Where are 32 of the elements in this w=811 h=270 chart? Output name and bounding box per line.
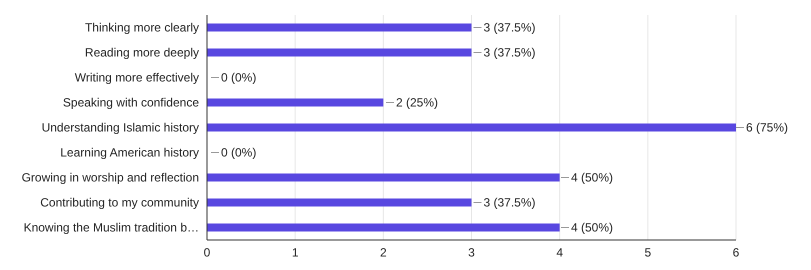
y-tick-label: Thinking more clearly (84, 20, 199, 34)
y-tick-label: Writing more effectively (74, 70, 199, 84)
data-label: 3 (37.5%) (484, 20, 536, 34)
y-tick-label: Understanding Islamic history (42, 120, 199, 134)
data-label: 4 (50%) (571, 220, 614, 234)
bar (207, 24, 472, 32)
y-tick-label: Knowing the Muslim tradition b… (24, 220, 199, 234)
x-tick-label: 5 (644, 246, 652, 260)
data-label: 0 (0%) (221, 146, 256, 160)
bar (207, 174, 560, 182)
y-tick-label: Growing in worship and reflection (22, 170, 199, 184)
y-tick-label: Reading more deeply (84, 46, 199, 60)
bar (207, 124, 736, 132)
data-label: 6 (75%) (746, 120, 788, 134)
y-tick-label: Contributing to my community (40, 196, 199, 210)
x-tick-label: 4 (556, 246, 564, 260)
bar (207, 98, 384, 106)
data-label: 2 (25%) (396, 96, 438, 110)
x-tick-label: 3 (468, 246, 476, 260)
x-tick-label: 1 (292, 246, 299, 260)
data-label: 0 (0%) (221, 70, 256, 84)
bar (207, 198, 472, 206)
y-tick-label: Learning American history (60, 146, 199, 160)
bar (207, 48, 472, 56)
y-tick-label: Speaking with confidence (62, 96, 200, 110)
data-label: 4 (50%) (571, 170, 614, 184)
x-tick-label: 6 (732, 246, 740, 260)
data-label: 3 (37.5%) (484, 46, 536, 60)
data-label: 3 (37.5%) (484, 196, 536, 210)
x-tick-label: 2 (380, 246, 387, 260)
x-tick-label: 0 (204, 246, 211, 260)
bar (207, 224, 560, 232)
